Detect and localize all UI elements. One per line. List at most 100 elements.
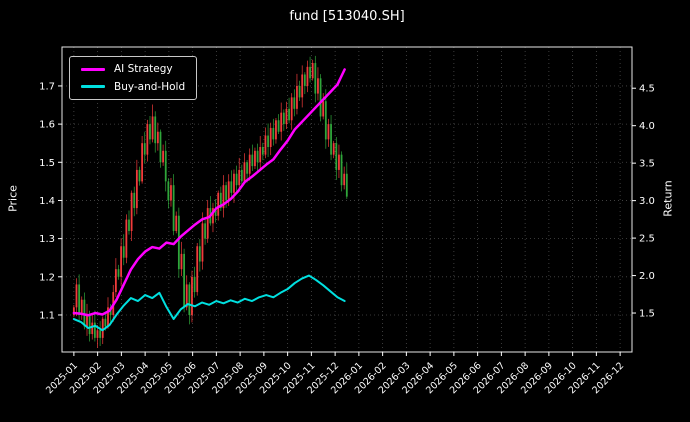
candle-body [130,192,133,231]
candle-body [193,276,196,293]
candle-body [120,246,123,277]
candle-body [322,101,325,117]
candle-body [235,173,238,186]
candle-body [122,246,125,258]
candle-body [154,116,157,144]
candle-body [191,276,193,315]
candle-body [275,120,277,140]
candle-body [327,124,330,140]
candle-body [146,124,149,155]
candle-body [104,318,107,327]
candle-body [240,169,243,182]
return-tick-label: 4.0 [639,121,655,132]
candle-body [72,307,75,315]
candle-body [269,127,272,148]
candle-body [227,181,230,201]
candle-body [238,169,241,186]
candle-body [335,143,338,170]
candle-body [143,143,146,155]
candle-body [324,101,327,140]
series-line-ai-strategy [72,68,346,317]
candle-body [259,147,262,163]
candle-body [267,135,269,148]
return-tick-label: 2.5 [639,234,655,245]
candle-body [332,143,335,155]
legend-label: Buy-and-Hold [114,80,186,93]
candle-body [251,154,254,167]
candle-body [225,185,227,201]
candle-body [214,208,217,216]
candle-body [196,246,199,293]
return-tick-label: 4.5 [639,84,655,95]
candle-body [345,173,348,197]
candle-body [107,307,109,327]
candle-body [233,173,235,193]
candle-body [256,150,259,163]
candle-body [282,112,285,125]
candle-body [188,284,191,315]
candle-body [264,135,267,155]
candle-body [75,284,78,308]
candle-body [261,147,264,155]
candle-body [306,66,309,86]
candle-body [128,219,130,231]
candle-body [338,154,340,170]
candle-body [293,97,296,109]
price-tick-label: 1.6 [39,120,55,131]
candle-body [162,150,165,163]
return-tick-label: 1.5 [639,309,655,320]
candle-body [159,131,162,163]
candle-body [167,181,170,201]
candle-body [117,269,120,277]
candle-body [101,318,104,338]
candle-body [298,85,301,98]
candle-body [99,330,102,338]
candle-body [277,120,280,132]
candle-body [272,127,275,140]
legend-item-ai-strategy: AI Strategy [81,64,185,75]
price-tick-label: 1.7 [39,81,55,92]
candle-body [288,108,290,121]
candle-body [180,253,183,270]
candle-body [285,108,288,125]
legend-item-buy-and-hold: Buy-and-Hold [81,80,186,93]
candle-body [343,173,346,186]
ai-strategy-line-swatch [81,67,105,71]
candle-body [212,208,214,224]
candle-body [86,314,88,327]
candle-body [96,330,99,338]
buy-and-hold-line-swatch [81,85,105,89]
candle-body [164,150,167,182]
candle-body [248,154,251,174]
legend-label: AI Strategy [114,63,173,75]
candle-body [340,154,343,186]
candle-body [217,192,220,216]
plot-border [61,46,633,353]
price-tick-label: 1.5 [39,158,55,169]
candle-body [151,116,154,140]
price-tick-label: 1.1 [39,310,55,321]
candle-body [301,74,304,98]
return-tick-label: 3.0 [639,196,655,207]
candle-body [309,66,311,79]
price-tick-label: 1.3 [39,234,55,245]
candle-body [246,162,248,174]
candle-body [185,284,188,308]
candle-body [280,112,283,132]
candle-body [330,124,332,155]
candle-body [138,169,141,182]
candle-body [133,192,136,209]
candle-body [170,185,172,201]
candle-body [88,314,91,335]
candle-body [314,63,317,94]
candle-body [135,169,138,209]
series-line-buy-and-hold [72,274,346,332]
candle-body [172,185,175,231]
candle-body [254,150,256,167]
candle-body [204,223,206,239]
chart-title: fund [513040.SH] [289,9,405,24]
candle-body [177,215,180,270]
candle-body [183,253,185,308]
